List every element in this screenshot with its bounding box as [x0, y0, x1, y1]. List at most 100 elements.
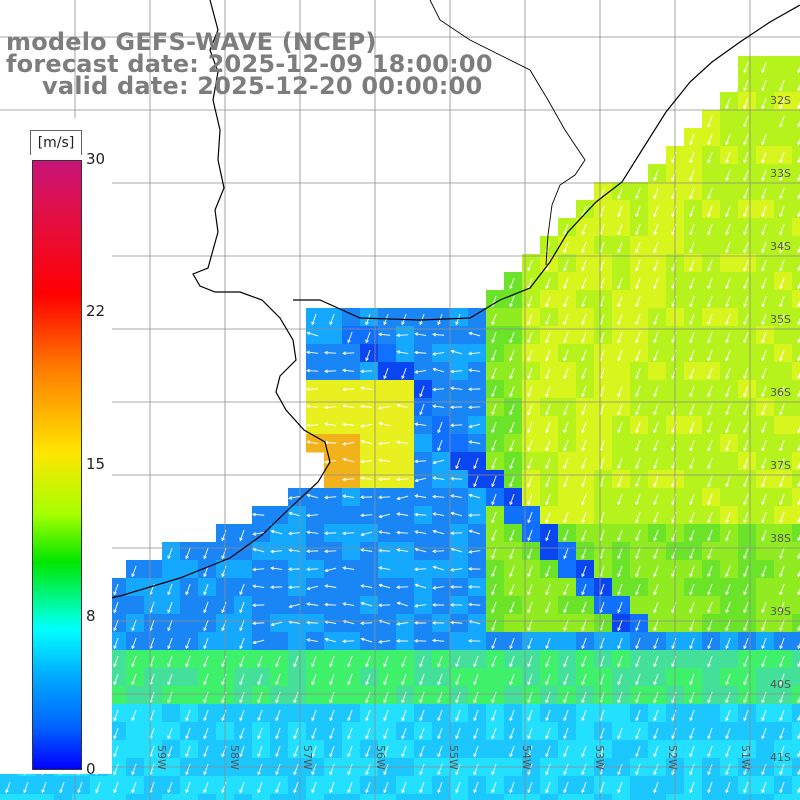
wind-arrow — [689, 493, 695, 506]
wind-arrow — [203, 745, 209, 758]
wind-arrow — [581, 259, 587, 272]
wind-arrow — [342, 531, 355, 536]
wind-arrow — [779, 619, 785, 632]
wind-arrow — [311, 655, 317, 668]
wind-arrow — [5, 781, 11, 794]
wind-arrow — [635, 349, 641, 362]
wind-speed-cell — [774, 416, 793, 435]
colorbar-label-15: 15 — [86, 455, 106, 473]
latitude-label: 38S — [770, 532, 791, 545]
wind-speed-cell — [792, 308, 800, 327]
wind-speed-cell — [684, 470, 703, 489]
wind-arrow — [635, 709, 641, 722]
wind-arrow — [671, 709, 677, 722]
wind-arrow — [509, 529, 515, 542]
wind-arrow — [450, 405, 463, 410]
wind-speed-cell — [72, 794, 91, 800]
wind-arrow — [414, 604, 427, 608]
wind-arrow — [293, 781, 299, 794]
wind-arrow — [707, 781, 713, 794]
wind-arrow — [743, 313, 749, 326]
wind-arrow — [617, 781, 623, 794]
wind-speed-cell — [792, 164, 800, 183]
wind-arrow — [743, 763, 749, 776]
wind-arrow — [635, 511, 641, 524]
wind-arrow — [707, 421, 713, 434]
wind-speed-cell — [54, 794, 73, 800]
wind-arrow — [563, 475, 569, 488]
wind-speed-cell — [90, 794, 109, 800]
wind-speed-cell — [792, 200, 800, 219]
colorbar-label-0: 0 — [86, 760, 96, 778]
wind-arrow — [725, 367, 731, 380]
wind-arrow — [527, 259, 533, 272]
wind-arrow — [306, 530, 319, 535]
wind-arrow — [581, 709, 587, 722]
wind-speed-cell — [126, 722, 145, 741]
wind-arrow — [617, 475, 623, 488]
wind-speed-cell — [324, 380, 343, 399]
wind-arrow — [779, 259, 785, 272]
wind-arrow — [509, 745, 515, 758]
wind-arrow — [671, 277, 677, 290]
wind-arrow — [401, 727, 407, 740]
wind-arrow — [563, 727, 569, 740]
wind-arrow — [617, 187, 623, 200]
wind-arrow — [725, 709, 731, 722]
wind-speed-cell — [702, 704, 721, 723]
wind-arrow — [239, 655, 245, 668]
wind-arrow — [432, 459, 445, 465]
wind-arrow — [527, 385, 533, 398]
wind-speed-cell — [126, 686, 145, 705]
wind-arrow — [725, 565, 731, 578]
wind-arrow — [491, 601, 497, 614]
wind-arrow — [779, 403, 785, 416]
wind-arrow — [581, 421, 587, 434]
wind-arrow — [437, 439, 443, 452]
wind-arrow — [779, 349, 785, 362]
wind-arrow — [113, 709, 119, 722]
wind-arrow — [527, 565, 533, 578]
wind-speed-cell — [792, 614, 800, 633]
colorbar-label-22: 22 — [86, 302, 106, 320]
latitude-labels: 32S 33S 34S 35S 36S 37S 38S 39S 40S 41S — [770, 94, 791, 764]
wind-arrow — [779, 655, 785, 668]
wind-arrow — [617, 331, 623, 344]
wind-arrow — [671, 727, 677, 740]
wind-speed-cell — [792, 794, 800, 800]
wind-arrow — [671, 349, 677, 362]
wind-arrow — [414, 567, 427, 572]
wind-arrow — [396, 403, 409, 409]
wind-arrow — [671, 187, 677, 200]
wind-arrow — [671, 475, 677, 488]
wind-arrow — [689, 619, 695, 632]
wind-arrow — [581, 223, 587, 236]
wind-arrow — [725, 583, 731, 596]
wind-arrow — [581, 601, 587, 614]
wind-arrow — [239, 601, 245, 614]
wind-arrow — [635, 205, 641, 218]
wind-arrow — [450, 349, 463, 355]
wind-arrow — [779, 637, 785, 650]
wind-arrow — [347, 331, 353, 344]
wind-arrow — [617, 547, 623, 560]
wind-arrow — [306, 620, 319, 625]
wind-arrow — [509, 493, 515, 506]
wind-arrow — [306, 368, 319, 373]
wind-arrow — [455, 763, 461, 776]
wind-arrow — [527, 367, 533, 380]
wind-arrow — [653, 205, 659, 218]
latitude-label: 39S — [770, 605, 791, 618]
wind-speed-cell — [792, 146, 800, 165]
wind-arrow — [378, 566, 391, 571]
wind-arrow — [509, 565, 515, 578]
wind-speed-cell — [450, 794, 469, 800]
latitude-label: 34S — [770, 240, 791, 253]
wind-speed-cell — [738, 794, 757, 800]
wind-arrow — [545, 457, 551, 470]
wind-arrow — [545, 763, 551, 776]
wind-arrow — [671, 367, 677, 380]
wind-speed-cell — [630, 596, 649, 615]
wind-arrow — [671, 205, 677, 218]
wind-arrow — [252, 512, 265, 517]
